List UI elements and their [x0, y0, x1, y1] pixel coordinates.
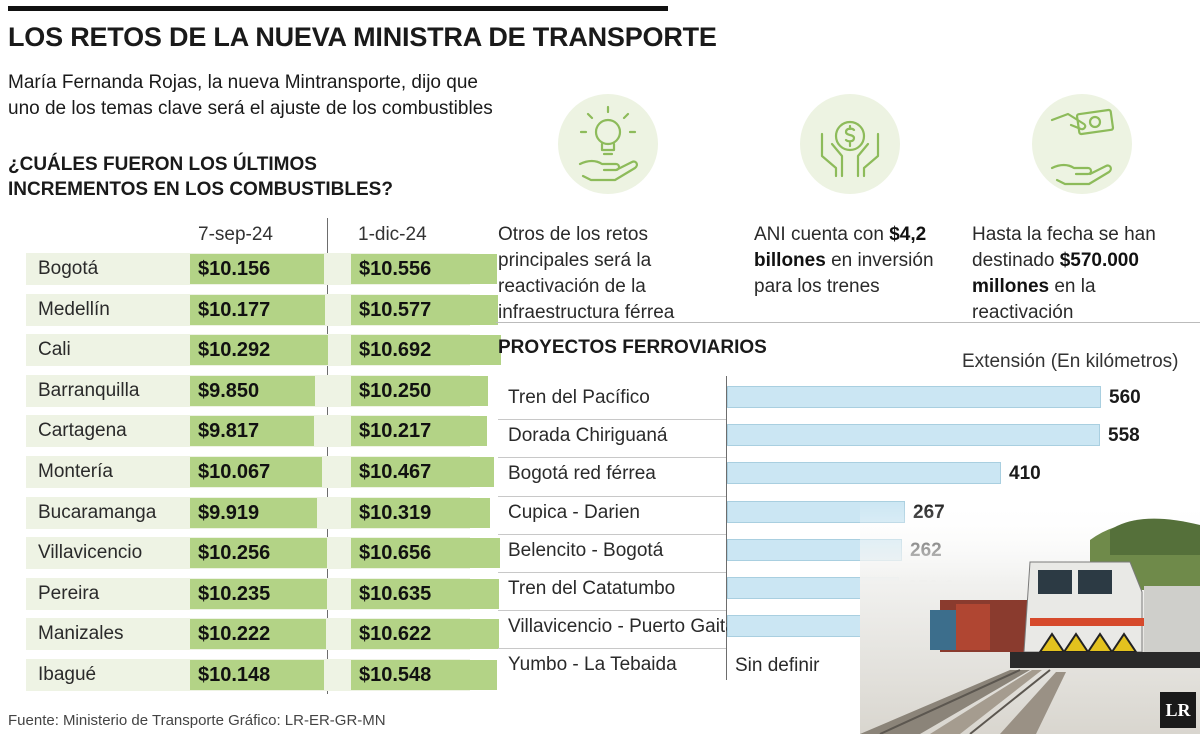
price-bar-dic: $10.467 — [351, 457, 494, 487]
city-label: Ibagué — [38, 664, 97, 685]
price-bar-sep: $9.850 — [190, 376, 315, 406]
challenge-2-after: en inversión para los trenes — [754, 250, 934, 297]
column-header-sep: 7-sep-24 — [198, 224, 273, 245]
price-bar-sep: $10.235 — [190, 579, 327, 609]
price-bar-dic: $10.319 — [351, 498, 490, 528]
challenge-text-3: Hasta la fecha se han destinado $570.000… — [972, 222, 1194, 326]
rail-row-separator — [498, 648, 726, 649]
city-label: Manizales — [38, 623, 124, 644]
city-label: Villavicencio — [38, 542, 143, 563]
rail-row-separator — [498, 534, 726, 535]
price-bar-dic: $10.577 — [351, 295, 498, 325]
fuel-heading-line2: INCREMENTOS EN LOS COMBUSTIBLES? — [8, 179, 393, 200]
rail-value-label: Sin definir — [735, 655, 820, 676]
price-bar-dic: $10.250 — [351, 376, 488, 406]
rail-row-separator — [498, 610, 726, 611]
rail-row-separator — [498, 419, 726, 420]
rail-row-separator — [498, 457, 726, 458]
rail-project-label: Yumbo - La Tebaida — [508, 654, 677, 675]
challenge-2-before: ANI cuenta con — [754, 224, 890, 245]
rail-project-label: Dorada Chiriguaná — [508, 425, 668, 446]
price-bar-dic: $10.548 — [351, 660, 497, 690]
rail-bar — [727, 424, 1100, 446]
challenge-3-before: Hasta la fecha se han destinado — [972, 224, 1156, 271]
fuel-heading-line1: ¿CUÁLES FUERON LOS ÚLTIMOS — [8, 154, 317, 175]
rail-row-separator — [498, 572, 726, 573]
coin-hands-icon — [800, 94, 900, 194]
price-bar-dic: $10.217 — [351, 416, 487, 446]
rail-project-label: Tren del Catatumbo — [508, 578, 676, 599]
rail-project-label: Belencito - Bogotá — [508, 540, 664, 561]
fuel-section-heading: ¿CUÁLES FUERON LOS ÚLTIMOS INCREMENTOS E… — [8, 152, 408, 202]
rail-bar — [727, 615, 868, 637]
rail-row-separator — [498, 496, 726, 497]
challenge-text-2: ANI cuenta con $4,2 billones en inversió… — [754, 222, 954, 300]
price-bar-sep: $10.222 — [190, 619, 326, 649]
challenge-3-after: en la reactivación — [972, 276, 1096, 323]
lr-logo: LR — [1160, 692, 1196, 728]
top-rule — [8, 6, 668, 11]
rail-value-label: 558 — [1108, 425, 1140, 446]
city-label: Bogotá — [38, 258, 99, 279]
rail-value-label: 560 — [1109, 387, 1141, 408]
lightbulb-hand-icon — [558, 94, 658, 194]
source-credit: Fuente: Ministerio de Transporte Gráfico… — [8, 712, 386, 729]
city-label: Bucaramanga — [38, 502, 157, 523]
challenge-3-bold: $570.000 millones — [972, 250, 1139, 297]
challenge-2-bold: $4,2 billones — [754, 224, 927, 271]
city-label: Pereira — [38, 583, 100, 604]
column-header-dic: 1-dic-24 — [358, 224, 427, 245]
price-bar-dic: $10.692 — [351, 335, 501, 365]
price-bar-sep: $10.292 — [190, 335, 328, 365]
rail-unit-label: Extensión (En kilómetros) — [962, 351, 1179, 372]
price-bar-sep: $9.817 — [190, 416, 314, 446]
train-photo — [860, 500, 1200, 734]
rail-project-label: Bogotá red férrea — [508, 463, 656, 484]
rail-project-label: Cupica - Darien — [508, 502, 640, 523]
price-bar-dic: $10.556 — [351, 254, 497, 284]
city-label: Medellín — [38, 299, 110, 320]
rail-section-heading: PROYECTOS FERROVIARIOS — [498, 337, 767, 358]
city-label: Cali — [38, 339, 71, 360]
price-bar-sep: $9.919 — [190, 498, 317, 528]
city-label: Montería — [38, 461, 113, 482]
section-divider — [496, 322, 1200, 323]
rail-project-label: Tren del Pacífico — [508, 387, 650, 408]
money-hand-icon — [1032, 94, 1132, 194]
rail-bar — [727, 462, 1001, 484]
price-bar-sep: $10.177 — [190, 295, 325, 325]
rail-value-label: 410 — [1009, 463, 1041, 484]
city-label: Barranquilla — [38, 380, 140, 401]
price-bar-sep: $10.067 — [190, 457, 322, 487]
rail-project-label: Villavicencio - Puerto Gaitán — [508, 616, 747, 637]
page-title: LOS RETOS DE LA NUEVA MINISTRA DE TRANSP… — [8, 22, 717, 52]
page-subtitle: María Fernanda Rojas, la nueva Mintransp… — [8, 72, 493, 119]
price-bar-sep: $10.148 — [190, 660, 324, 690]
price-bar-sep: $10.256 — [190, 538, 327, 568]
rail-axis — [726, 376, 727, 680]
challenge-text-1: Otros de los retos principales será la r… — [498, 224, 675, 323]
price-bar-dic: $10.635 — [351, 579, 499, 609]
price-bar-dic: $10.622 — [351, 619, 499, 649]
price-bar-dic: $10.656 — [351, 538, 500, 568]
rail-bar — [727, 386, 1101, 408]
price-bar-sep: $10.156 — [190, 254, 324, 284]
city-label: Cartagena — [38, 420, 127, 441]
